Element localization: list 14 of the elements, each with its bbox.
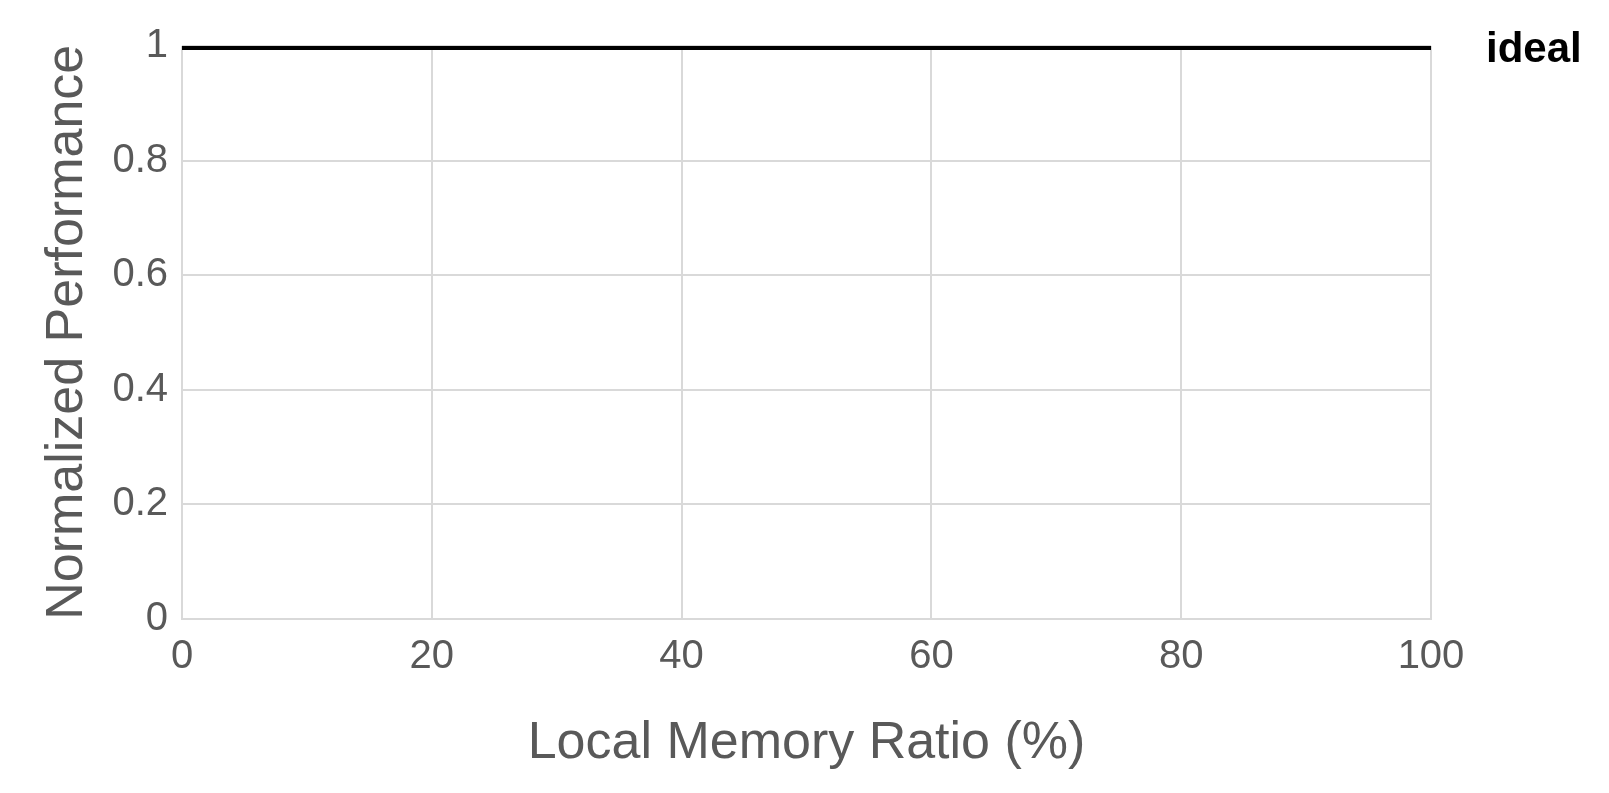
x-tick-label: 40: [659, 631, 704, 676]
x-axis-title: Local Memory Ratio (%): [527, 711, 1086, 770]
x-tick-label: 100: [1397, 631, 1465, 676]
y-tick-label: 0.8: [112, 135, 169, 180]
y-tick-label: 0.4: [112, 364, 169, 409]
series-label: ideal: [1486, 23, 1582, 71]
x-tick-label: 20: [409, 631, 455, 676]
y-axis-title: Normalized Performance: [34, 44, 93, 620]
y-tick-label: 0.2: [112, 479, 169, 524]
x-tick-label: 60: [909, 631, 954, 676]
x-tick-label: 80: [1158, 631, 1204, 676]
y-tick-label: 0.6: [112, 250, 169, 295]
y-tick-label: 1: [145, 21, 169, 66]
y-tick-label: 0: [145, 593, 169, 638]
